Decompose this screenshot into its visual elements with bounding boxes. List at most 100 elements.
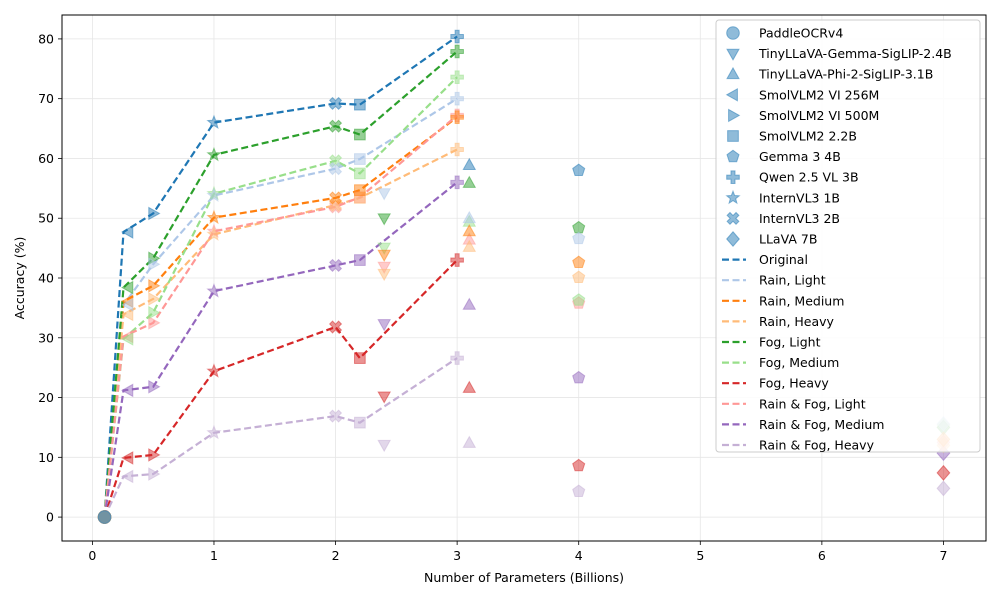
legend-marker-paddleocrv4 xyxy=(726,26,740,40)
point-qwen-2-5-vl-3b-rain-and-fog-medium xyxy=(450,175,464,190)
point-smolvlm2-vi-256m-rain-light xyxy=(121,298,134,312)
point-tinyllava-phi-2-siglip-3-1b-rain-and-fog-heavy xyxy=(462,435,477,448)
x-tick-label: 7 xyxy=(939,548,947,563)
point-qwen-2-5-vl-3b-rain-light xyxy=(450,91,464,106)
point-smolvlm2-vi-500m-rain-and-fog-medium xyxy=(148,379,161,394)
point-gemma-3-4b-fog-heavy xyxy=(572,458,586,472)
point-gemma-3-4b-rain-heavy xyxy=(572,270,586,283)
y-axis-label: Accuracy (%) xyxy=(12,237,27,320)
point-internvl3-2b-rain-and-fog-heavy xyxy=(328,409,343,423)
y-tick-label: 70 xyxy=(38,91,54,106)
legend-marker-tinyllava-gemma-siglip-2-4b xyxy=(726,48,740,61)
legend-label-tinyllava-phi-2-siglip-3-1b: TinyLLaVA-Phi-2-SigLIP-3.1B xyxy=(758,67,933,82)
y-tick-label: 50 xyxy=(38,211,54,226)
point-smolvlm2-vi-256m-rain-and-fog-medium xyxy=(121,383,134,398)
x-tick-label: 5 xyxy=(696,548,704,563)
point-tinyllava-phi-2-siglip-3-1b-rain-medium xyxy=(462,224,477,237)
point-smolvlm2-2-2b-fog-heavy xyxy=(354,352,366,364)
point-internvl3-2b-rain-medium xyxy=(328,191,343,205)
point-tinyllava-phi-2-siglip-3-1b-original xyxy=(462,157,477,170)
data-points xyxy=(97,29,951,524)
legend-label-rain-light: Rain, Light xyxy=(759,273,826,288)
point-smolvlm2-2-2b-original xyxy=(354,98,366,111)
point-smolvlm2-vi-500m-rain-heavy xyxy=(148,292,161,306)
y-tick-label: 30 xyxy=(38,330,54,345)
legend-label-paddleocrv4: PaddleOCRv4 xyxy=(759,26,843,41)
point-smolvlm2-vi-256m-fog-heavy xyxy=(121,451,134,465)
point-tinyllava-phi-2-siglip-3-1b-fog-light xyxy=(462,175,477,188)
point-qwen-2-5-vl-3b-rain-and-fog-heavy xyxy=(450,351,464,365)
point-tinyllava-phi-2-siglip-3-1b-rain-and-fog-medium xyxy=(462,297,477,310)
point-smolvlm2-2-2b-rain-and-fog-medium xyxy=(354,254,366,266)
point-internvl3-1b-rain-light xyxy=(206,187,222,202)
point-tinyllava-gemma-siglip-2-4b-rain-medium xyxy=(377,249,392,263)
legend-label-original: Original xyxy=(759,252,808,267)
point-gemma-3-4b-rain-and-fog-heavy xyxy=(572,484,586,497)
point-gemma-3-4b-rain-light xyxy=(572,231,586,245)
point-qwen-2-5-vl-3b-rain-medium xyxy=(450,110,464,125)
point-internvl3-1b-original xyxy=(206,114,222,130)
point-llava-7b-fog-heavy xyxy=(936,464,951,481)
point-smolvlm2-vi-256m-fog-light xyxy=(121,280,134,295)
point-gemma-3-4b-original xyxy=(572,163,586,177)
legend-marker-smolvlm2-vi-256m xyxy=(725,87,738,102)
legend-label-internvl3-2b: InternVL3 2B xyxy=(759,211,840,226)
legend-marker-gemma-3-4b xyxy=(726,149,740,163)
legend-marker-smolvlm2-vi-500m xyxy=(728,108,741,123)
point-qwen-2-5-vl-3b-fog-heavy xyxy=(450,253,464,267)
point-internvl3-1b-rain-heavy xyxy=(206,226,222,241)
legend-label-rain-medium: Rain, Medium xyxy=(759,293,844,308)
point-tinyllava-gemma-siglip-2-4b-rain-and-fog-light xyxy=(377,261,392,274)
point-tinyllava-gemma-siglip-2-4b-rain-light xyxy=(377,188,392,201)
legend-label-tinyllava-gemma-siglip-2-4b: TinyLLaVA-Gemma-SigLIP-2.4B xyxy=(758,46,952,61)
point-smolvlm2-vi-256m-rain-and-fog-heavy xyxy=(121,469,134,484)
point-tinyllava-phi-2-siglip-3-1b-rain-light xyxy=(462,210,477,224)
point-internvl3-2b-fog-light xyxy=(328,119,343,133)
point-tinyllava-gemma-siglip-2-4b-rain-and-fog-heavy xyxy=(377,439,392,453)
point-tinyllava-gemma-siglip-2-4b-fog-light xyxy=(377,213,392,226)
point-smolvlm2-2-2b-fog-medium xyxy=(354,167,366,180)
legend-marker-internvl3-1b xyxy=(725,189,741,205)
point-smolvlm2-vi-500m-original xyxy=(148,206,161,221)
point-internvl3-1b-rain-and-fog-heavy xyxy=(206,424,222,440)
point-qwen-2-5-vl-3b-rain-heavy xyxy=(450,142,464,157)
y-tick-label: 20 xyxy=(38,390,54,405)
legend-marker-internvl3-2b xyxy=(726,211,740,225)
point-tinyllava-gemma-siglip-2-4b-fog-medium xyxy=(377,242,392,255)
x-tick-label: 0 xyxy=(88,548,96,563)
legend-label-fog-heavy: Fog, Heavy xyxy=(759,376,829,391)
legend-label-gemma-3-4b: Gemma 3 4B xyxy=(759,149,841,164)
x-axis-label: Number of Parameters (Billions) xyxy=(424,570,624,585)
point-smolvlm2-vi-256m-original xyxy=(121,225,134,239)
point-internvl3-2b-fog-heavy xyxy=(328,320,343,334)
point-tinyllava-gemma-siglip-2-4b-fog-heavy xyxy=(377,391,392,404)
legend-label-smolvlm2-2-2b: SmolVLM2 2.2B xyxy=(759,129,857,144)
legend-label-rain-heavy: Rain, Heavy xyxy=(759,314,835,329)
legend-label-qwen-2-5-vl-3b: Qwen 2.5 VL 3B xyxy=(759,170,859,185)
point-qwen-2-5-vl-3b-original xyxy=(450,29,464,44)
point-internvl3-1b-rain-medium xyxy=(206,209,222,225)
point-smolvlm2-2-2b-rain-light xyxy=(354,153,366,165)
y-tick-label: 40 xyxy=(38,271,54,286)
y-tick-label: 0 xyxy=(46,510,54,525)
point-smolvlm2-vi-500m-rain-light xyxy=(148,257,161,272)
legend-label-rain-and-fog-medium: Rain & Fog, Medium xyxy=(759,417,884,432)
point-internvl3-2b-rain-and-fog-medium xyxy=(328,258,343,273)
x-tick-label: 3 xyxy=(453,548,461,563)
legend-marker-smolvlm2-2-2b xyxy=(727,130,739,142)
legend-marker-tinyllava-phi-2-siglip-3-1b xyxy=(726,66,740,80)
point-smolvlm2-vi-500m-rain-and-fog-light xyxy=(148,315,161,330)
point-gemma-3-4b-rain-and-fog-medium xyxy=(572,370,586,384)
x-tick-label: 1 xyxy=(210,548,218,563)
point-smolvlm2-2-2b-rain-and-fog-heavy xyxy=(354,416,366,429)
point-internvl3-2b-rain-light xyxy=(328,162,343,176)
x-tick-label: 6 xyxy=(818,548,826,563)
point-qwen-2-5-vl-3b-fog-medium xyxy=(450,70,464,84)
point-paddleocrv4-original xyxy=(97,510,112,524)
point-tinyllava-phi-2-siglip-3-1b-fog-heavy xyxy=(462,380,477,393)
point-gemma-3-4b-fog-medium xyxy=(572,293,586,306)
point-smolvlm2-vi-500m-fog-heavy xyxy=(148,448,161,462)
